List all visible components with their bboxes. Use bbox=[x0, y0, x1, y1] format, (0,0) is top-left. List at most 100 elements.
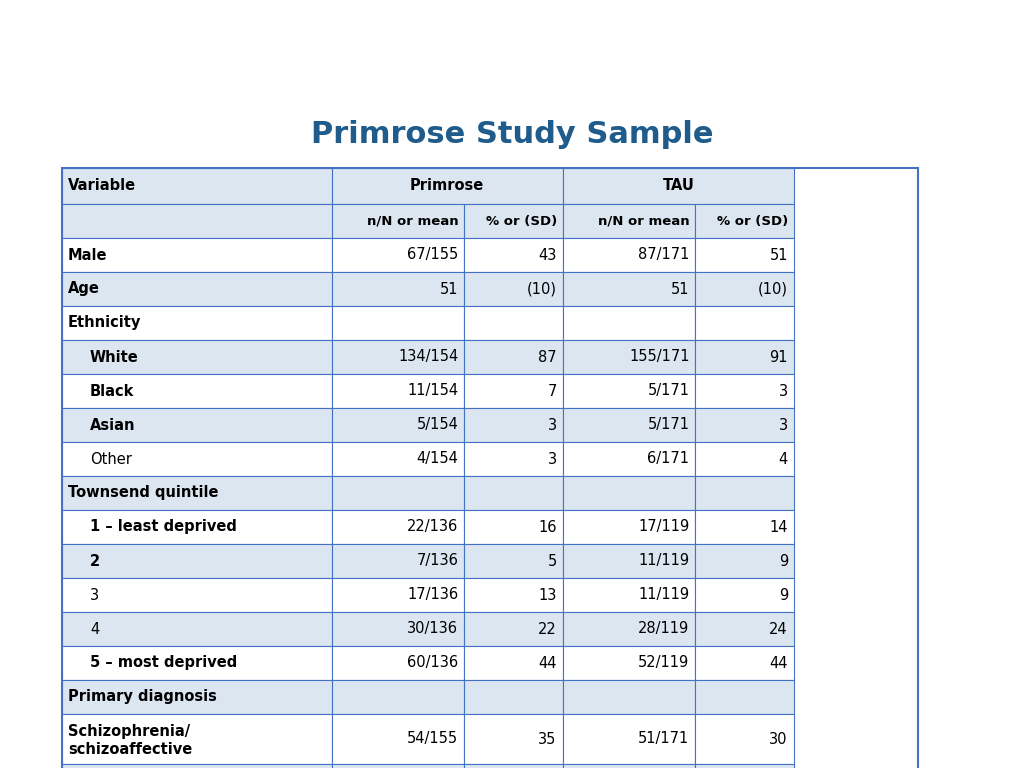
Text: 35: 35 bbox=[539, 731, 557, 746]
Bar bbox=[332, 714, 464, 764]
Bar bbox=[332, 612, 464, 646]
Text: 87/171: 87/171 bbox=[638, 247, 689, 263]
Text: 3: 3 bbox=[90, 588, 99, 603]
Text: 3: 3 bbox=[548, 418, 557, 432]
Text: % or (SD): % or (SD) bbox=[717, 214, 787, 227]
Bar bbox=[563, 476, 695, 510]
Text: 3: 3 bbox=[779, 383, 787, 399]
Text: White: White bbox=[90, 349, 138, 365]
Bar bbox=[464, 204, 563, 238]
Text: Primrose: Primrose bbox=[410, 178, 484, 194]
Text: (10): (10) bbox=[526, 282, 557, 296]
Bar bbox=[62, 272, 332, 306]
Bar bbox=[62, 340, 332, 374]
Text: 51/171: 51/171 bbox=[638, 731, 689, 746]
Text: 7: 7 bbox=[548, 383, 557, 399]
Text: 5 – most deprived: 5 – most deprived bbox=[90, 656, 238, 670]
Bar bbox=[695, 476, 794, 510]
Bar bbox=[62, 714, 332, 764]
Bar bbox=[695, 442, 794, 476]
Text: 54/155: 54/155 bbox=[408, 731, 459, 746]
Bar bbox=[563, 204, 695, 238]
Bar bbox=[332, 272, 464, 306]
Text: 5: 5 bbox=[548, 554, 557, 568]
Bar bbox=[464, 764, 563, 768]
Text: 11/119: 11/119 bbox=[638, 554, 689, 568]
Text: % or (SD): % or (SD) bbox=[485, 214, 557, 227]
Text: Variable: Variable bbox=[68, 178, 136, 194]
Text: 30: 30 bbox=[769, 731, 787, 746]
Bar bbox=[695, 374, 794, 408]
Bar bbox=[62, 168, 918, 768]
Text: 24: 24 bbox=[769, 621, 787, 637]
Text: 9: 9 bbox=[778, 554, 787, 568]
Bar bbox=[332, 646, 464, 680]
Bar bbox=[464, 510, 563, 544]
Bar bbox=[464, 374, 563, 408]
Bar bbox=[62, 680, 332, 714]
Bar bbox=[563, 272, 695, 306]
Bar bbox=[695, 204, 794, 238]
Bar bbox=[464, 476, 563, 510]
Bar bbox=[62, 408, 332, 442]
Text: 16: 16 bbox=[539, 519, 557, 535]
Text: Schizophrenia/: Schizophrenia/ bbox=[68, 724, 190, 739]
Text: 3: 3 bbox=[779, 418, 787, 432]
Text: 155/171: 155/171 bbox=[629, 349, 689, 365]
Bar bbox=[332, 680, 464, 714]
Bar bbox=[332, 168, 563, 204]
Text: 91: 91 bbox=[769, 349, 787, 365]
Text: 2: 2 bbox=[90, 554, 100, 568]
Text: 1 – least deprived: 1 – least deprived bbox=[90, 519, 237, 535]
Text: 43: 43 bbox=[539, 247, 557, 263]
Bar bbox=[563, 764, 695, 768]
Text: 22/136: 22/136 bbox=[408, 519, 459, 535]
Text: Black: Black bbox=[90, 383, 134, 399]
Text: 5/171: 5/171 bbox=[647, 383, 689, 399]
Bar bbox=[332, 340, 464, 374]
Bar bbox=[332, 238, 464, 272]
Bar bbox=[563, 340, 695, 374]
Bar bbox=[695, 714, 794, 764]
Text: 5/171: 5/171 bbox=[647, 418, 689, 432]
Text: Primary diagnosis: Primary diagnosis bbox=[68, 690, 217, 704]
Text: 60/136: 60/136 bbox=[408, 656, 459, 670]
Text: 13: 13 bbox=[539, 588, 557, 603]
Bar bbox=[464, 272, 563, 306]
Text: 44: 44 bbox=[539, 656, 557, 670]
Bar bbox=[464, 612, 563, 646]
Text: 11/119: 11/119 bbox=[638, 588, 689, 603]
Bar bbox=[332, 764, 464, 768]
Bar bbox=[695, 680, 794, 714]
Bar bbox=[563, 612, 695, 646]
Bar bbox=[332, 408, 464, 442]
Text: Male: Male bbox=[68, 247, 108, 263]
Bar bbox=[62, 374, 332, 408]
Text: 22: 22 bbox=[538, 621, 557, 637]
Bar bbox=[464, 714, 563, 764]
Bar bbox=[563, 578, 695, 612]
Text: Age: Age bbox=[68, 282, 100, 296]
Bar bbox=[332, 578, 464, 612]
Text: 28/119: 28/119 bbox=[638, 621, 689, 637]
Text: 4: 4 bbox=[90, 621, 99, 637]
Text: schizoaffective: schizoaffective bbox=[68, 741, 193, 756]
Text: 3: 3 bbox=[548, 452, 557, 466]
Text: Townsend quintile: Townsend quintile bbox=[68, 485, 218, 501]
Bar bbox=[563, 646, 695, 680]
Bar bbox=[695, 578, 794, 612]
Bar bbox=[695, 510, 794, 544]
Text: 17/136: 17/136 bbox=[408, 588, 459, 603]
Text: 5/154: 5/154 bbox=[417, 418, 459, 432]
Bar bbox=[332, 510, 464, 544]
Bar bbox=[62, 578, 332, 612]
Text: 134/154: 134/154 bbox=[398, 349, 459, 365]
Bar bbox=[563, 510, 695, 544]
Bar bbox=[563, 238, 695, 272]
Bar bbox=[563, 168, 794, 204]
Bar bbox=[332, 306, 464, 340]
Text: n/N or mean: n/N or mean bbox=[598, 214, 689, 227]
Bar bbox=[695, 272, 794, 306]
Bar bbox=[464, 646, 563, 680]
Bar bbox=[464, 340, 563, 374]
